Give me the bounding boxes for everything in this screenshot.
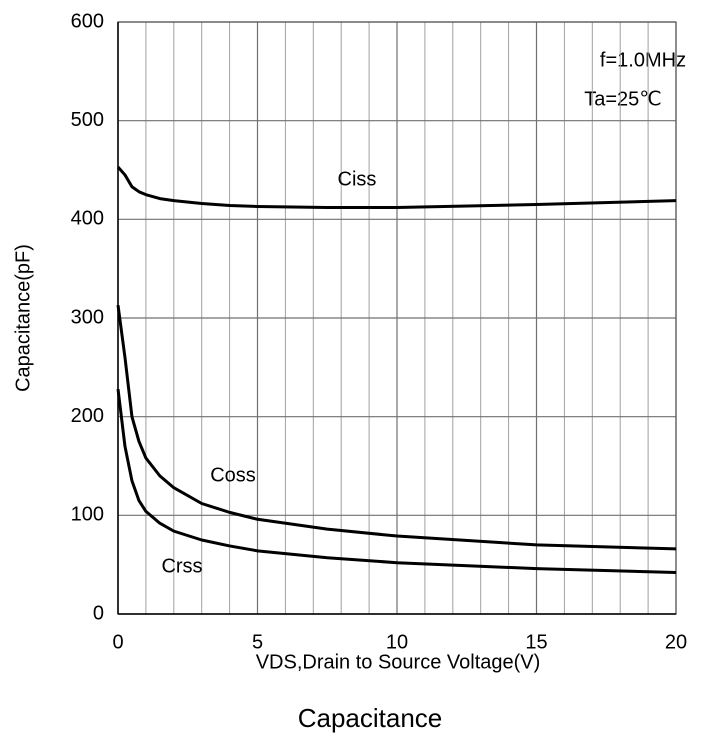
- y-tick-label: 500: [71, 109, 104, 131]
- series-label: Ciss: [338, 168, 377, 190]
- line: [116, 166, 677, 209]
- line: [116, 304, 677, 551]
- y-tick-label: 600: [71, 10, 104, 32]
- line: [116, 388, 677, 575]
- y-tick-label: 100: [71, 504, 104, 526]
- y-tick-label: 400: [71, 208, 104, 230]
- y-axis-label: Capacitance(pF): [12, 244, 34, 392]
- series-label: Crss: [161, 555, 202, 577]
- annotation: Ta=25℃: [584, 88, 662, 110]
- x-tick-label: 20: [665, 631, 687, 653]
- x-tick-label: 5: [252, 631, 263, 653]
- chart-title: Capacitance: [298, 703, 443, 733]
- annotation: f=1.0MHz: [600, 49, 686, 71]
- series-label: Coss: [210, 464, 256, 486]
- x-axis-label: VDS,Drain to Source Voltage(V): [256, 651, 541, 673]
- y-tick-label: 300: [71, 306, 104, 328]
- x-tick-label: 15: [525, 631, 547, 653]
- y-tick-label: 200: [71, 405, 104, 427]
- x-tick-label: 0: [112, 631, 123, 653]
- x-tick-label: 10: [386, 631, 408, 653]
- y-tick-label: 0: [93, 602, 104, 624]
